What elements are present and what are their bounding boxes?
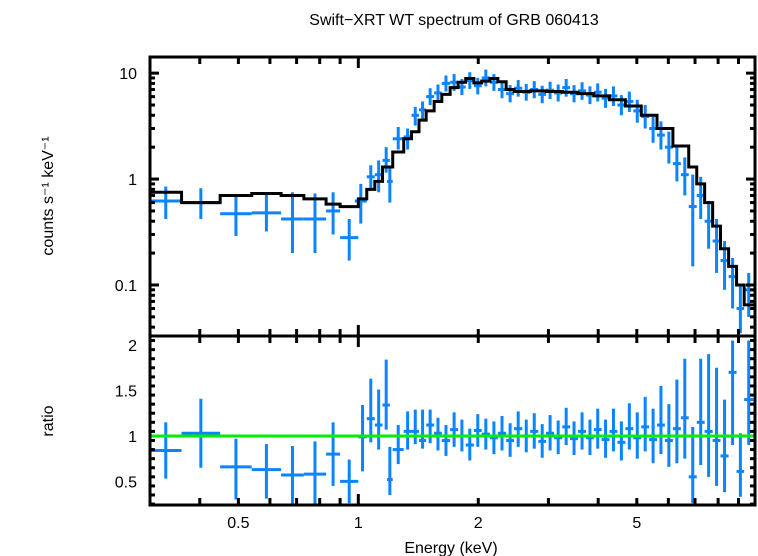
data-point [506, 423, 515, 457]
data-point [374, 389, 383, 450]
data-point [411, 409, 419, 445]
data-point [680, 358, 689, 459]
data-point [366, 378, 375, 443]
y-tick-label: 1 [128, 429, 137, 446]
data-point [354, 183, 367, 224]
data-point [386, 166, 393, 203]
x-tick-label: 2 [474, 515, 483, 532]
data-point [609, 408, 618, 452]
data-point [672, 379, 681, 464]
data-point [150, 422, 182, 479]
data-point [736, 433, 745, 497]
y-tick-label: 10 [119, 66, 137, 83]
data-point [688, 174, 697, 267]
data-point [303, 441, 327, 505]
spectrum-panel-data [150, 69, 757, 334]
data-point [481, 418, 490, 450]
data-point [720, 399, 729, 493]
data-point [712, 367, 721, 486]
data-point [303, 193, 327, 254]
x-tick-label: 1 [354, 515, 363, 532]
data-point [326, 192, 341, 235]
data-point [728, 340, 737, 446]
data-point [657, 385, 665, 455]
data-point [688, 426, 697, 504]
data-point [426, 409, 435, 444]
data-point [326, 422, 341, 486]
data-point [441, 425, 451, 456]
y-tick-label: 2 [128, 338, 137, 355]
data-point [617, 421, 626, 461]
data-point [382, 359, 390, 430]
data-point [386, 446, 393, 496]
data-point [220, 194, 252, 237]
data-point [593, 408, 602, 449]
data-point [411, 106, 419, 126]
data-point [489, 421, 498, 455]
data-point [340, 218, 359, 261]
data-point [570, 421, 579, 456]
axis-tick-labels: 10 1 0.1 2 1.5 1 0.5 0.5 1 2 5 [115, 66, 642, 532]
axes-frames [148, 55, 757, 507]
x-tick-label: 0.5 [227, 515, 249, 532]
data-point [744, 340, 754, 446]
data-point [704, 354, 713, 477]
data-point [736, 284, 745, 334]
data-point [601, 419, 610, 458]
data-point [562, 407, 571, 446]
data-point [366, 165, 375, 190]
data-point [530, 413, 539, 449]
data-point [220, 438, 252, 500]
data-point [641, 396, 650, 452]
data-point [672, 147, 681, 182]
data-point [578, 412, 587, 450]
data-point [506, 85, 515, 103]
data-point [392, 127, 404, 150]
spectrum-y-axis-label: counts s⁻¹ keV⁻¹ [40, 136, 57, 255]
data-point [403, 411, 412, 450]
data-point [538, 424, 547, 458]
data-point [680, 157, 689, 196]
x-axis-label: Energy (keV) [404, 540, 497, 556]
data-point [657, 121, 665, 150]
data-point [546, 415, 555, 451]
data-point [441, 75, 451, 92]
data-point [497, 415, 507, 451]
data-point [434, 417, 442, 451]
data-point [251, 192, 282, 232]
data-point [465, 428, 474, 461]
data-point [696, 358, 705, 466]
data-point [358, 405, 367, 472]
data-point [340, 459, 359, 504]
y-tick-label: 1.5 [115, 384, 137, 401]
ratio-panel-frame [148, 334, 757, 507]
ratio-panel-data [150, 340, 755, 505]
chart-title: Swift−XRT WT spectrum of GRB 060413 [309, 12, 599, 29]
data-point [514, 411, 523, 447]
data-point [473, 77, 482, 95]
data-point [450, 412, 459, 447]
data-point [538, 85, 547, 104]
y-tick-label: 0.5 [115, 474, 137, 491]
data-point [281, 192, 304, 254]
x-tick-label: 5 [632, 515, 641, 532]
data-point [418, 409, 427, 449]
y-tick-label: 0.1 [115, 278, 137, 295]
y-tick-label: 1 [128, 172, 137, 189]
data-point [281, 445, 304, 505]
model-curve [150, 76, 757, 322]
data-point [392, 425, 404, 465]
data-point [426, 88, 435, 106]
data-point [562, 79, 571, 97]
ratio-y-axis-label: ratio [40, 405, 57, 436]
data-point [473, 414, 482, 447]
axis-ticks [148, 57, 755, 506]
data-point [181, 398, 221, 468]
data-point [251, 444, 282, 499]
data-point [625, 403, 634, 450]
